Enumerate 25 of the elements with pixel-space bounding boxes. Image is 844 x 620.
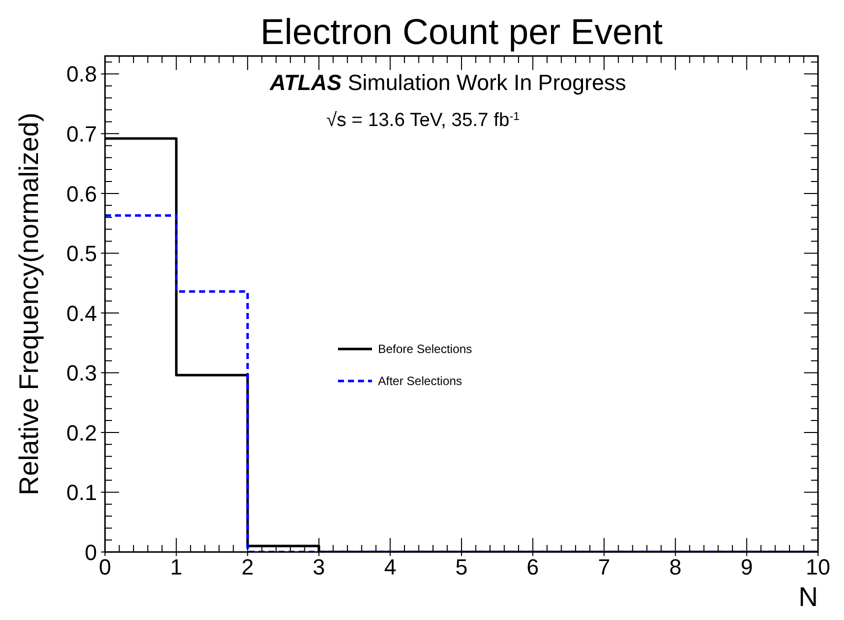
y-tick-label: 0.2: [66, 420, 97, 446]
chart-title: Electron Count per Event: [260, 11, 663, 52]
legend-label: After Selections: [378, 374, 462, 388]
y-tick-label: 0.5: [66, 241, 97, 266]
x-tick-label: 10: [806, 554, 830, 580]
y-tick-label: 0.1: [66, 480, 97, 506]
x-tick-label: 6: [526, 554, 539, 580]
y-tick-label: 0.4: [66, 300, 97, 326]
y-tick-label: 0.3: [66, 360, 97, 386]
legend-label: Before Selections: [378, 342, 472, 356]
annotation: √s = 13.6 TeV, 35.7 fb$^{-1}$: [326, 110, 520, 131]
y-axis-title: Relative Frequency(normalized): [14, 112, 44, 496]
y-tick-label: 0.6: [66, 181, 97, 206]
x-tick-label: 1: [170, 554, 182, 580]
annotation: ATLAS Simulation Work In Progress: [268, 70, 626, 95]
x-tick-label: 3: [312, 554, 326, 580]
y-tick-label: 0.7: [66, 121, 97, 146]
x-tick-label: 8: [669, 554, 682, 580]
x-tick-label: 4: [384, 554, 396, 580]
x-tick-label: 9: [740, 554, 753, 580]
y-tick-label: 0.8: [66, 62, 97, 87]
x-tick-label: 2: [241, 554, 254, 580]
x-tick-label: 7: [598, 554, 610, 580]
x-axis-title: N: [798, 582, 818, 612]
x-tick-label: 5: [455, 554, 468, 580]
